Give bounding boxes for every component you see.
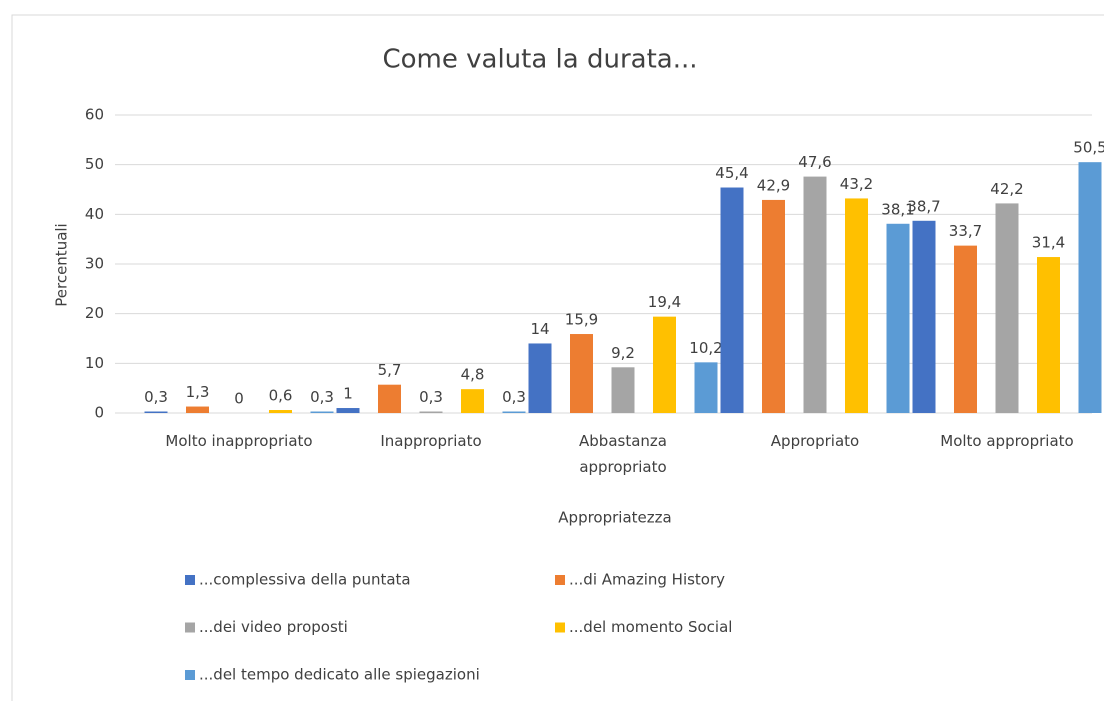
legend-label: ...dei video proposti — [199, 618, 348, 636]
y-tick-label: 20 — [85, 304, 104, 322]
bar — [611, 367, 635, 413]
y-axis-label: Percentuali — [53, 223, 71, 306]
x-tick-label: Molto appropriato — [940, 432, 1074, 450]
y-tick-label: 30 — [85, 255, 104, 273]
data-label: 15,9 — [565, 311, 598, 329]
chart-title: Come valuta la durata... — [382, 45, 697, 75]
bar — [912, 220, 936, 413]
bar — [336, 408, 360, 413]
bar — [269, 410, 292, 413]
bar — [845, 198, 868, 413]
x-tick-label: Appropriato — [770, 432, 860, 450]
data-label: 0,3 — [144, 388, 168, 406]
bar — [720, 187, 744, 413]
bar — [186, 406, 209, 413]
data-label: 0,6 — [269, 387, 293, 405]
data-label: 0,3 — [419, 388, 443, 406]
data-label: 0,3 — [310, 388, 334, 406]
legend-label: ...complessiva della puntata — [199, 571, 411, 589]
data-label: 5,7 — [378, 361, 402, 379]
bar — [694, 362, 718, 413]
data-label: 14 — [530, 320, 549, 338]
data-label: 9,2 — [611, 344, 635, 362]
data-label: 38,7 — [907, 197, 940, 215]
data-label: 42,2 — [990, 180, 1023, 198]
bar — [886, 223, 910, 413]
legend-swatch — [185, 622, 195, 633]
legend-swatch — [555, 622, 565, 633]
data-label: 1,3 — [186, 383, 210, 401]
x-tick-label: Inappropriato — [380, 432, 482, 450]
legend-label: ...del tempo dedicato alle spiegazioni — [199, 666, 480, 684]
bar — [1037, 257, 1060, 413]
legend-swatch — [185, 670, 195, 680]
legend-label: ...di Amazing History — [569, 571, 725, 589]
bar — [995, 203, 1019, 413]
data-label: 42,9 — [757, 176, 790, 194]
bar — [461, 389, 484, 413]
bar — [419, 411, 443, 413]
y-tick-label: 0 — [94, 404, 104, 422]
data-label: 0 — [234, 390, 244, 408]
bar — [762, 199, 785, 413]
data-label: 31,4 — [1032, 234, 1065, 252]
chart-frame — [11, 14, 1104, 701]
data-label: 10,2 — [689, 339, 722, 357]
data-label: 4,8 — [461, 366, 485, 384]
data-label: 33,7 — [949, 222, 982, 240]
x-tick-label: Molto inappropriato — [165, 432, 313, 450]
bar — [502, 411, 526, 413]
data-label: 0,3 — [502, 388, 526, 406]
bar — [1078, 162, 1102, 413]
bar — [653, 316, 676, 413]
bar — [803, 176, 827, 413]
bar — [310, 411, 334, 413]
data-label: 38,1 — [881, 200, 914, 218]
bar — [378, 384, 401, 413]
y-tick-label: 50 — [85, 155, 104, 173]
legend-swatch — [185, 575, 195, 585]
legend-swatch — [555, 575, 565, 585]
y-tick-label: 60 — [85, 106, 104, 124]
data-label: 1 — [343, 385, 353, 403]
data-label: 43,2 — [840, 175, 873, 193]
bar — [954, 245, 977, 413]
x-axis-label: Appropriatezza — [558, 509, 671, 527]
bar — [144, 411, 168, 413]
legend-label: ...del momento Social — [569, 618, 732, 636]
data-label: 50,5 — [1073, 139, 1104, 157]
x-tick-label: Abbastanza appropriato — [579, 432, 667, 476]
y-tick-label: 10 — [85, 354, 104, 372]
y-tick-label: 40 — [85, 205, 104, 223]
data-label: 45,4 — [715, 164, 748, 182]
data-label: 47,6 — [798, 153, 831, 171]
bar — [528, 343, 552, 413]
data-label: 19,4 — [648, 293, 681, 311]
bar — [570, 334, 593, 413]
